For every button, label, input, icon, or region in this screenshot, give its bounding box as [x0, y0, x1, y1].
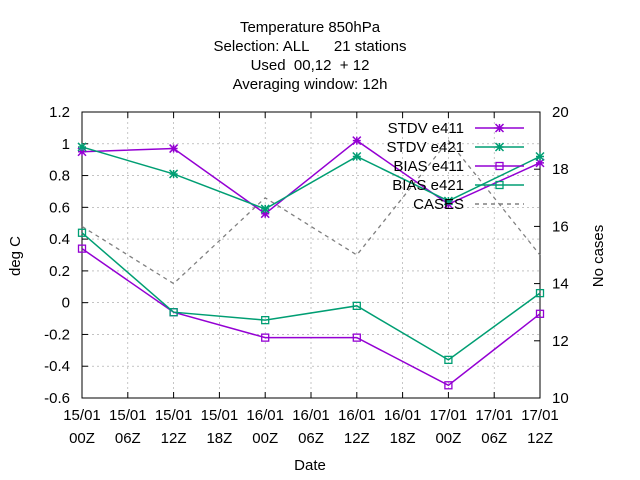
- x-tick-label-hour: 18Z: [206, 430, 232, 447]
- data-point: [169, 308, 178, 317]
- series-layer: [77, 136, 545, 390]
- data-point: [443, 196, 453, 206]
- data-point: [535, 288, 545, 298]
- data-point: [352, 151, 362, 162]
- series-line: [81, 248, 541, 387]
- y-tick-label: 0.8: [49, 168, 70, 185]
- y-axis-label: deg C: [7, 236, 24, 276]
- x-tick-label-date: 15/01: [63, 407, 101, 424]
- data-point: [77, 228, 87, 237]
- x-tick-label-hour: 00Z: [69, 430, 95, 447]
- legend-item: STDV e421: [386, 139, 524, 156]
- legend-marker: [495, 180, 504, 190]
- x-tick-label-hour: 00Z: [252, 430, 278, 447]
- y2-axis-ticks: 10 12 14 16 18 20: [534, 104, 569, 407]
- data-point: [352, 301, 361, 310]
- x-tick-label-date: 16/01: [246, 407, 284, 424]
- y2-tick-label: 14: [552, 276, 569, 293]
- data-point: [261, 333, 270, 342]
- x-tick-label-date: 17/01: [521, 407, 559, 424]
- title-line-3: Used 00,12 + 12: [251, 57, 370, 74]
- legend-marker: [495, 161, 504, 171]
- title-line-1: Temperature 850hPa: [240, 19, 381, 36]
- y-axis-ticks: -0.6 -0.4 -0.2 0 0.2 0.4 0.6 0.8 1 1.2: [44, 104, 88, 407]
- y-tick-label: 0.2: [49, 263, 70, 280]
- data-point: [535, 151, 545, 162]
- data-point: [444, 355, 453, 365]
- data-point: [169, 169, 179, 179]
- series-stdv-e421: [77, 142, 545, 214]
- data-point: [77, 244, 87, 253]
- data-point: [169, 144, 179, 154]
- data-point: [352, 136, 362, 146]
- x-tick-label-date: 16/01: [384, 407, 422, 424]
- x-tick-label-date: 17/01: [475, 407, 513, 424]
- title-line-2: Selection: ALL 21 stations: [214, 38, 407, 55]
- y2-tick-label: 16: [552, 218, 569, 235]
- x-tick-label-hour: 18Z: [390, 430, 416, 447]
- y2-axis-label: No cases: [590, 225, 607, 288]
- chart-title: Temperature 850hPa Selection: ALL 21 sta…: [214, 19, 407, 93]
- data-point: [261, 315, 270, 325]
- series-line: [81, 139, 541, 215]
- x-tick-label-hour: 06Z: [481, 430, 507, 447]
- x-tick-label-date: 16/01: [292, 407, 330, 424]
- grid: [82, 112, 540, 398]
- x-tick-label-hour: 12Z: [161, 430, 187, 447]
- data-point: [535, 158, 545, 168]
- legend-item: BIAS e411: [393, 158, 524, 175]
- x-tick-label-date: 15/01: [155, 407, 193, 424]
- series-line: [81, 146, 541, 210]
- y-tick-label: 1: [62, 136, 70, 153]
- series-line: [81, 139, 541, 285]
- x-tick-label-date: 17/01: [430, 407, 468, 424]
- series-bias-e421: [77, 228, 545, 365]
- legend-item: STDV e411: [388, 120, 524, 137]
- legend-label: STDV e421: [386, 139, 464, 156]
- title-line-4: Averaging window: 12h: [233, 76, 388, 93]
- x-tick-label-hour: 00Z: [435, 430, 461, 447]
- x-tick-label-hour: 06Z: [298, 430, 324, 447]
- legend-label: STDV e411: [388, 120, 464, 137]
- y2-tick-label: 20: [552, 104, 569, 121]
- legend-item: CASES: [413, 196, 524, 213]
- data-point: [260, 204, 270, 214]
- x-tick-label-date: 16/01: [338, 407, 376, 424]
- legend: STDV e411 STDV e421 BIAS e411 BIAS e421 CASE…: [386, 120, 524, 213]
- x-tick-label-hour: 12Z: [344, 430, 370, 447]
- plot-border: [81, 111, 541, 399]
- data-point: [77, 142, 87, 152]
- x-tick-label-hour: 06Z: [115, 430, 141, 447]
- legend-label: CASES: [413, 196, 464, 213]
- y-tick-label: 0: [62, 295, 70, 312]
- x-tick-label-date: 15/01: [201, 407, 239, 424]
- x-tick-label-date: 15/01: [109, 407, 147, 424]
- data-point: [535, 309, 545, 318]
- series-cases: [81, 139, 541, 285]
- legend-label: BIAS e411: [393, 158, 464, 175]
- y2-tick-label: 10: [552, 390, 569, 407]
- x-tick-label-hour: 12Z: [527, 430, 553, 447]
- y-tick-label: -0.2: [44, 326, 70, 343]
- legend-marker: [494, 142, 505, 152]
- y2-tick-label: 12: [552, 333, 569, 350]
- data-point: [444, 381, 453, 390]
- legend-item: BIAS e421: [392, 177, 524, 194]
- y-tick-label: -0.4: [44, 358, 70, 375]
- series-line: [81, 232, 541, 361]
- data-point: [77, 147, 87, 157]
- y-tick-label: -0.6: [44, 390, 70, 407]
- y-tick-label: 0.6: [49, 199, 70, 216]
- series-stdv-e411: [77, 136, 545, 219]
- x-axis-label: Date: [294, 457, 326, 474]
- legend-label: BIAS e421: [392, 177, 464, 194]
- data-point: [260, 209, 270, 219]
- y2-tick-label: 18: [552, 161, 569, 178]
- y-tick-label: 1.2: [49, 104, 70, 121]
- x-axis-ticks: 15/01 00Z 15/01 06Z 15/01 12Z 15/01 18Z 16/01 00Z…: [63, 112, 559, 447]
- data-point: [352, 333, 361, 342]
- legend-marker: [494, 123, 505, 133]
- y-tick-label: 0.4: [49, 231, 70, 248]
